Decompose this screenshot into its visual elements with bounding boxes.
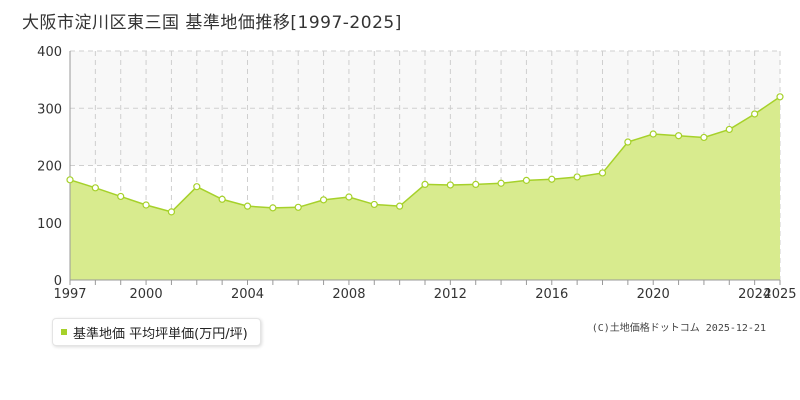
data-point-2017 [573, 173, 581, 181]
data-point-2002 [193, 183, 201, 191]
x-tick-label-2025: 2025 [763, 287, 796, 302]
data-point-2015 [522, 176, 531, 184]
data-point-2024 [751, 110, 759, 118]
data-point-2012 [446, 181, 454, 189]
x-tick-label-2024: 2024 [738, 287, 771, 302]
x-tick-label-1997: 1997 [53, 287, 86, 302]
x-tick-label-2012: 2012 [434, 287, 467, 302]
legend-marker [61, 329, 67, 335]
legend[interactable]: 基準地価 平均坪単価(万円/坪) [52, 318, 261, 346]
data-point-2018 [598, 169, 607, 177]
data-point-2016 [548, 175, 556, 183]
credit-text: (C)土地価格ドットコム 2025-12-21 [591, 323, 766, 334]
y-tick-label-200: 200 [37, 160, 62, 175]
data-point-1997 [66, 176, 74, 184]
y-tick-label-100: 100 [37, 217, 62, 232]
data-point-2005 [269, 204, 277, 212]
data-point-2008 [345, 193, 353, 201]
data-point-2023 [725, 125, 733, 134]
data-point-2010 [396, 202, 404, 210]
data-point-2022 [700, 133, 708, 142]
data-point-2006 [294, 203, 302, 211]
x-tick-label-2008: 2008 [332, 287, 365, 302]
data-point-1998 [91, 184, 99, 192]
data-point-2021 [674, 132, 683, 140]
y-tick-label-400: 400 [37, 45, 62, 60]
x-tick-label-2004: 2004 [231, 287, 264, 302]
y-tick-label-0: 0 [54, 274, 62, 289]
data-point-2009 [370, 200, 378, 209]
y-tick-label-300: 300 [37, 102, 62, 117]
data-point-2025 [776, 93, 784, 101]
data-point-2000 [142, 201, 150, 209]
x-tick-label-2020: 2020 [637, 287, 670, 302]
data-point-2011 [421, 180, 429, 188]
x-tick-label-2016: 2016 [535, 287, 568, 302]
data-point-2003 [218, 195, 226, 203]
data-point-2014 [497, 179, 505, 187]
data-point-2020 [649, 130, 657, 138]
data-point-2013 [472, 180, 480, 188]
data-point-2001 [167, 208, 176, 216]
legend-label: 基準地価 平均坪単価(万円/坪) [73, 326, 248, 342]
data-point-2007 [319, 196, 328, 204]
data-point-1999 [117, 192, 125, 201]
data-point-2019 [624, 138, 632, 146]
x-tick-label-2000: 2000 [130, 287, 163, 302]
data-point-2004 [243, 202, 252, 210]
chart-title: 大阪市淀川区東三国 基準地価推移[1997-2025] [22, 13, 402, 33]
series-area [70, 96, 780, 280]
